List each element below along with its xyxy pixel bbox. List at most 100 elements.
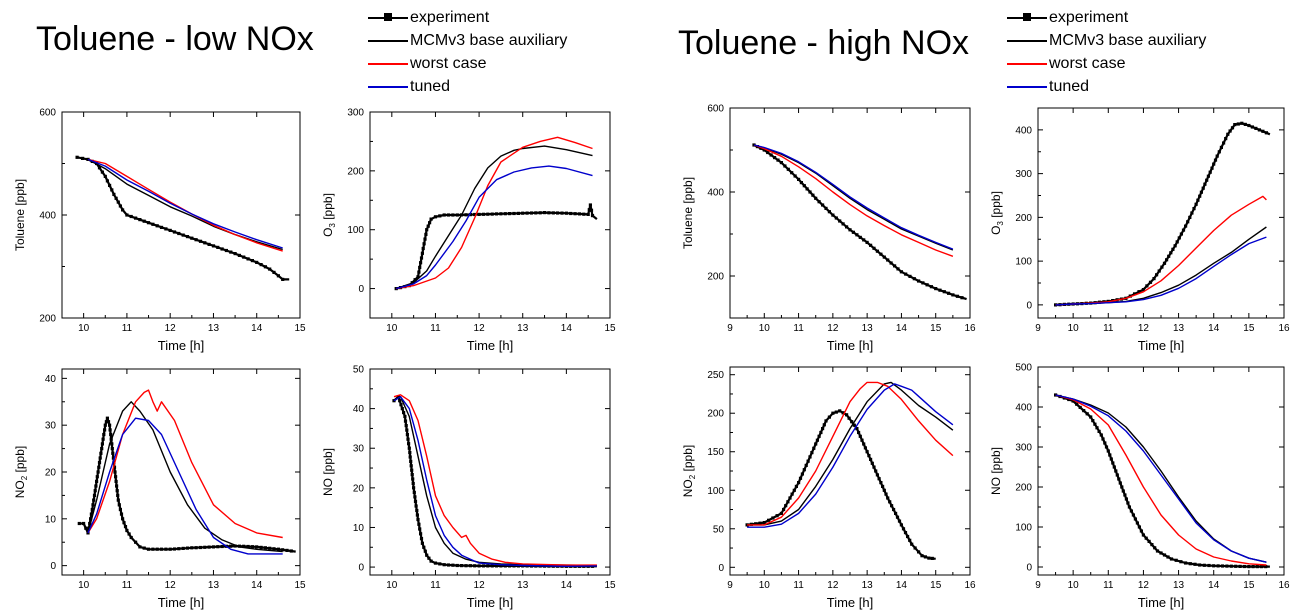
data-point <box>406 437 410 441</box>
data-point <box>422 242 426 246</box>
x-tick-label: 11 <box>430 580 441 591</box>
data-point <box>419 537 424 541</box>
data-point <box>573 212 577 216</box>
data-point <box>927 556 931 560</box>
x-tick-label: 15 <box>930 323 942 334</box>
series-line <box>1055 236 1267 306</box>
data-point <box>159 547 164 551</box>
data-point <box>913 546 917 550</box>
data-point <box>486 212 490 216</box>
legend-swatch-mcm <box>1007 29 1047 52</box>
data-point <box>1179 232 1183 236</box>
data-point <box>281 548 285 552</box>
data-point <box>960 296 964 300</box>
data-point <box>855 427 859 431</box>
data-point <box>97 166 102 170</box>
data-point <box>884 492 888 496</box>
data-point <box>930 556 934 560</box>
data-point <box>821 203 825 207</box>
data-point <box>822 423 826 427</box>
data-point <box>802 468 806 472</box>
y-axis-label: O3 [ppb] <box>321 193 337 237</box>
data-point <box>429 217 433 221</box>
series-line <box>396 165 593 290</box>
plot-panel: 9 10 11 12 13 14 15 16 200 400 600 Time [h] Toluene … <box>681 104 976 354</box>
data-point <box>784 504 788 508</box>
plot-panel: 10 11 12 13 14 15 200 400 600 Time [h] Toluene [pp… <box>13 108 306 354</box>
data-point <box>417 522 421 526</box>
plot-panel: 10 11 12 13 14 15 0 10 20 30 40 50 Time [h] NO [ppb] <box>321 365 616 610</box>
data-point <box>503 564 507 568</box>
data-point <box>1153 546 1157 550</box>
data-point <box>798 476 803 480</box>
data-point <box>858 235 862 239</box>
data-point <box>812 446 816 450</box>
data-point <box>1177 236 1181 240</box>
data-point <box>1145 284 1149 288</box>
data-point <box>399 403 403 407</box>
data-point <box>100 442 104 446</box>
data-point <box>1104 445 1109 449</box>
data-point <box>802 184 806 188</box>
data-point <box>899 270 903 274</box>
data-point <box>897 519 902 523</box>
data-point <box>198 239 203 243</box>
data-point <box>879 481 883 485</box>
series-line <box>393 396 597 567</box>
data-point <box>1179 560 1183 564</box>
data-point <box>134 540 138 544</box>
data-point <box>516 211 520 215</box>
data-point <box>418 527 422 531</box>
data-point <box>289 549 293 553</box>
data-point <box>904 272 908 276</box>
data-point <box>1147 539 1151 543</box>
legend-high-nox: experiment MCMv3 base auxiliary worst ca… <box>1007 6 1206 98</box>
data-point <box>1155 273 1159 277</box>
data-point <box>412 490 416 494</box>
data-point <box>815 438 819 442</box>
data-point <box>841 222 845 226</box>
data-point <box>1225 564 1229 568</box>
data-point <box>442 563 446 567</box>
series-line <box>396 136 593 290</box>
data-point <box>159 225 164 229</box>
data-point <box>831 411 835 415</box>
data-point <box>1251 565 1255 569</box>
data-point <box>503 212 507 216</box>
data-point <box>564 211 568 215</box>
data-point <box>216 545 220 549</box>
data-point <box>754 522 758 526</box>
x-tick-label: 12 <box>474 323 486 334</box>
data-point <box>177 547 181 551</box>
data-point <box>403 414 407 419</box>
x-axis-label: Time [h] <box>1138 595 1184 610</box>
data-point <box>821 427 825 431</box>
data-point <box>1215 154 1219 158</box>
data-point <box>1198 563 1202 567</box>
x-tick-label: 9 <box>1035 323 1041 334</box>
y-tick-label: 0 <box>718 563 724 574</box>
plot-frame <box>729 107 971 319</box>
data-point <box>855 233 859 237</box>
y-tick-label: 100 <box>1015 523 1032 534</box>
y-tick-label: 300 <box>347 108 364 119</box>
data-point <box>413 278 417 282</box>
data-point <box>1078 405 1082 409</box>
x-tick-label: 14 <box>896 580 908 591</box>
data-point <box>767 518 771 522</box>
data-point <box>89 512 93 516</box>
data-point <box>1126 501 1130 505</box>
x-tick-label: 15 <box>930 580 942 591</box>
data-point <box>134 216 138 220</box>
data-point <box>901 527 906 531</box>
y-tick-label: 50 <box>713 524 725 535</box>
data-point <box>408 451 412 455</box>
data-point <box>819 430 823 435</box>
data-point <box>1112 465 1116 469</box>
data-point <box>869 457 873 461</box>
y-tick-label: 150 <box>707 447 724 458</box>
data-point <box>1133 292 1137 296</box>
data-point <box>890 504 894 508</box>
y-tick-label: 400 <box>39 211 56 222</box>
data-point <box>790 171 794 175</box>
